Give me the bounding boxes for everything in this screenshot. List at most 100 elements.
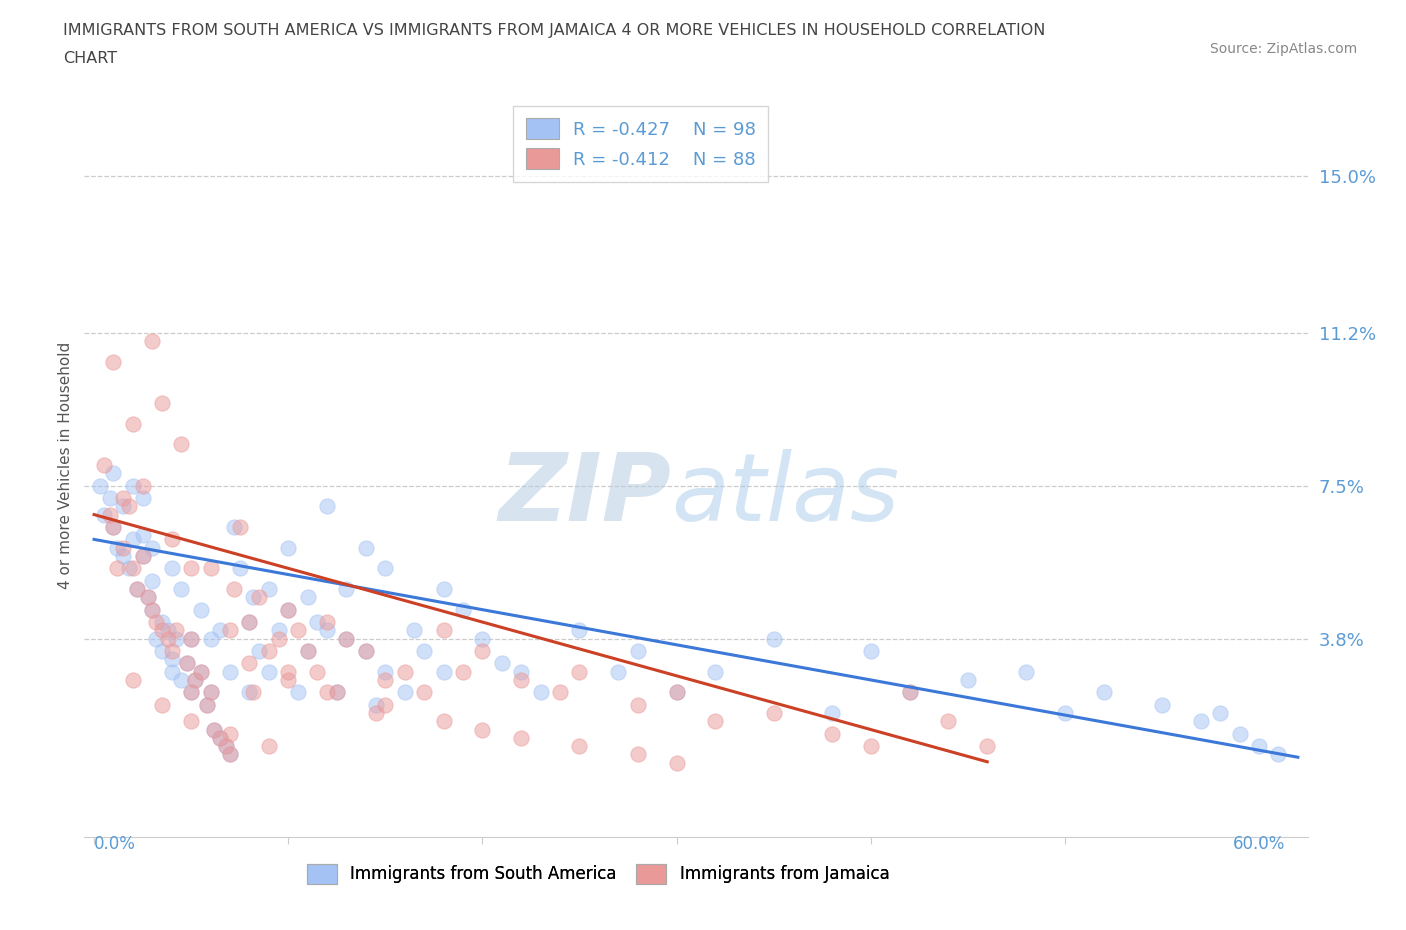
Point: [316, 684, 339, 699]
Point: [568, 664, 591, 679]
Point: [277, 603, 299, 618]
Point: [200, 561, 222, 576]
Point: [1247, 738, 1270, 753]
Point: [145, 615, 167, 630]
Point: [184, 672, 207, 687]
Point: [215, 738, 238, 753]
Point: [394, 684, 416, 699]
Point: [335, 581, 357, 596]
Point: [103, 466, 125, 481]
Text: Source: ZipAtlas.com: Source: ZipAtlas.com: [1209, 42, 1357, 56]
Text: ZIP: ZIP: [499, 449, 672, 540]
Point: [238, 615, 260, 630]
Point: [1015, 664, 1038, 679]
Point: [160, 532, 183, 547]
Point: [122, 532, 145, 547]
Point: [354, 540, 377, 555]
Point: [297, 644, 319, 658]
Point: [190, 664, 212, 679]
Point: [209, 623, 232, 638]
Point: [257, 738, 280, 753]
Point: [170, 672, 193, 687]
Point: [219, 747, 242, 762]
Point: [374, 698, 396, 712]
Point: [242, 590, 264, 604]
Point: [89, 478, 111, 493]
Point: [122, 561, 145, 576]
Point: [138, 590, 160, 604]
Point: [510, 730, 533, 745]
Point: [404, 623, 426, 638]
Point: [200, 684, 222, 699]
Point: [762, 631, 785, 646]
Point: [209, 730, 232, 745]
Point: [222, 520, 245, 535]
Point: [471, 644, 494, 658]
Point: [200, 684, 222, 699]
Point: [131, 478, 153, 493]
Point: [105, 561, 128, 576]
Point: [160, 561, 183, 576]
Point: [219, 747, 242, 762]
Point: [374, 561, 396, 576]
Point: [228, 561, 250, 576]
Point: [354, 644, 377, 658]
Point: [510, 664, 533, 679]
Point: [190, 603, 212, 618]
Point: [190, 664, 212, 679]
Point: [451, 664, 474, 679]
Point: [326, 684, 349, 699]
Point: [247, 644, 270, 658]
Point: [122, 417, 145, 432]
Point: [165, 623, 187, 638]
Point: [160, 664, 183, 679]
Point: [451, 603, 474, 618]
Point: [150, 615, 173, 630]
Point: [326, 684, 349, 699]
Point: [297, 590, 319, 604]
Point: [150, 644, 173, 658]
Point: [112, 540, 135, 555]
Point: [316, 498, 339, 513]
Point: [138, 590, 160, 604]
Point: [118, 498, 141, 513]
Text: CHART: CHART: [63, 51, 117, 66]
Point: [627, 698, 650, 712]
Point: [568, 623, 591, 638]
Point: [307, 664, 329, 679]
Point: [316, 623, 339, 638]
Point: [238, 684, 260, 699]
Point: [180, 684, 202, 699]
Point: [394, 664, 416, 679]
Point: [125, 581, 148, 596]
Point: [277, 603, 299, 618]
Point: [821, 726, 844, 741]
Point: [215, 738, 238, 753]
Legend: Immigrants from South America, Immigrants from Jamaica: Immigrants from South America, Immigrant…: [298, 856, 898, 892]
Point: [257, 664, 280, 679]
Point: [122, 672, 145, 687]
Point: [898, 684, 921, 699]
Point: [238, 656, 260, 671]
Point: [530, 684, 553, 699]
Point: [150, 698, 173, 712]
Point: [859, 644, 882, 658]
Point: [176, 656, 198, 671]
Text: 60.0%: 60.0%: [1233, 834, 1285, 853]
Point: [141, 573, 163, 588]
Point: [956, 672, 979, 687]
Point: [335, 631, 357, 646]
Point: [93, 458, 115, 472]
Point: [131, 549, 153, 564]
Point: [184, 672, 207, 687]
Point: [432, 714, 454, 729]
Point: [1189, 714, 1212, 729]
Point: [160, 652, 183, 667]
Point: [277, 664, 299, 679]
Point: [204, 722, 226, 737]
Point: [105, 540, 128, 555]
Point: [898, 684, 921, 699]
Point: [413, 644, 436, 658]
Y-axis label: 4 or more Vehicles in Household: 4 or more Vehicles in Household: [58, 341, 73, 589]
Point: [180, 631, 202, 646]
